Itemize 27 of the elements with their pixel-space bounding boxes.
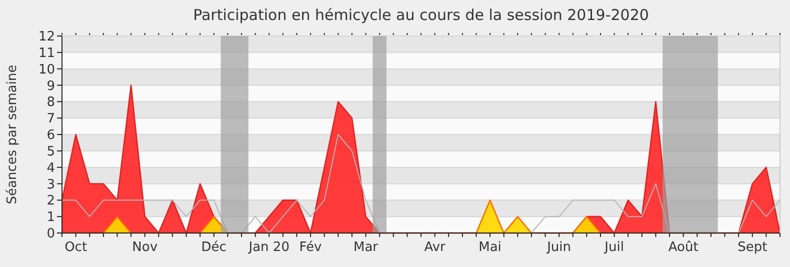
x-tick-label: Déc: [201, 240, 226, 255]
chart-title: Participation en hémicycle au cours de la session 2019-2020: [193, 6, 649, 24]
y-tick-label: 11: [38, 46, 55, 61]
y-tick-label: 1: [46, 210, 55, 226]
x-tick-label: Mai: [478, 240, 502, 255]
x-tick-label: Oct: [64, 240, 88, 255]
y-tick-label: 3: [46, 177, 55, 192]
y-axis-title: Séances par semaine: [5, 64, 20, 204]
x-tick-label: Avr: [424, 240, 446, 255]
y-tick-label: 5: [46, 144, 55, 160]
y-tick-label: 2: [46, 194, 55, 209]
x-tick-label: Juil: [604, 240, 624, 255]
x-tick-label: Nov: [132, 240, 158, 255]
x-tick-label: Fév: [299, 240, 322, 255]
y-tick-label: 4: [46, 160, 55, 176]
y-tick-label: 12: [38, 30, 55, 45]
y-tick-label: 8: [46, 95, 55, 110]
y-tick-label: 9: [46, 78, 55, 94]
x-tick-label: Août: [668, 240, 698, 255]
y-tick-label: 7: [46, 112, 55, 127]
x-tick-label: Jan 20: [248, 240, 290, 255]
x-tick-label: Juin: [546, 240, 572, 255]
x-tick-label: Sept: [738, 240, 768, 255]
x-tick-label: Mar: [354, 240, 379, 255]
y-tick-label: 0: [46, 226, 55, 242]
y-tick-label: 6: [46, 128, 55, 144]
y-tick-label: 10: [38, 62, 55, 78]
